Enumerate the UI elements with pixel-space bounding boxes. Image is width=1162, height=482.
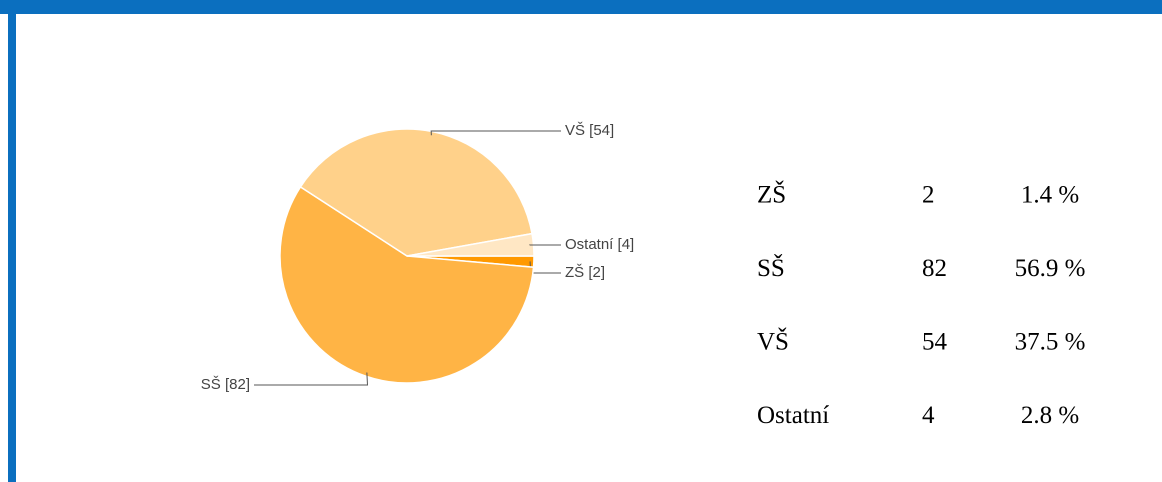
table-cell: 54 [922,329,948,356]
slice-label: VŠ [54] [565,122,614,139]
table-cell: 4 [922,402,935,429]
table-cell: Ostatní [757,402,829,429]
slice-label: Ostatní [4] [565,236,634,253]
summary-table: ZŠ 2 1.4 % SŠ 82 56.9 % VŠ 54 37.5 % Ostatní 4 2.8 … [757,180,1085,430]
table-cell: 82 [922,255,947,282]
table-cell: 2.8 % [1021,402,1079,429]
table-cell: 37.5 % [1015,329,1086,356]
pie-slice [299,128,533,257]
table-cell: VŠ [757,327,789,356]
table-cell: ZŠ [757,180,786,209]
slice-label: SŠ [82] [201,376,250,393]
table-cell: 1.4 % [1021,182,1079,209]
table-cell: SŠ [757,253,785,282]
slice-label: ZŠ [2] [565,264,605,281]
table-cell: 2 [922,182,935,209]
table-cell: 56.9 % [1015,255,1086,282]
left-border [8,0,16,482]
pie-slice [279,185,535,384]
leader-line [254,372,369,386]
top-border [0,0,1162,14]
leader-line [529,261,561,274]
leader-line [430,130,561,136]
pie-chart: ZŠ [2] SŠ [82] VŠ [54] Ostatní [4] [201,122,634,393]
